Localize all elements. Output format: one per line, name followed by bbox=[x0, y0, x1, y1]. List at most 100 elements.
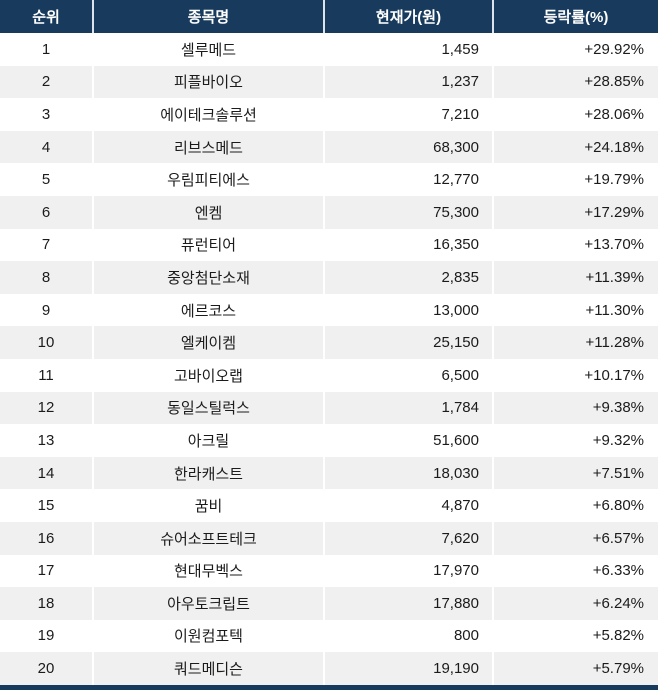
table-bottom-border bbox=[0, 685, 658, 690]
rank-cell: 1 bbox=[41, 40, 51, 58]
rank-cell: 6 bbox=[41, 203, 51, 221]
change-cell: +11.28% bbox=[492, 326, 658, 359]
table-row: 7 퓨런티어 16,350 +13.70% bbox=[0, 228, 658, 262]
change-cell: +11.39% bbox=[492, 261, 658, 294]
rank-cell: 3 bbox=[41, 105, 51, 123]
price-cell: 12,770 bbox=[323, 163, 492, 196]
price-cell: 19,190 bbox=[323, 652, 492, 685]
stock-name-cell: 한라캐스트 bbox=[92, 456, 323, 490]
table-row: 13 아크릴 51,600 +9.32% bbox=[0, 424, 658, 457]
stock-name-cell: 이원컴포텍 bbox=[92, 619, 323, 653]
rank-cell: 2 bbox=[41, 73, 51, 91]
price-cell: 800 bbox=[323, 619, 492, 653]
price-cell: 25,150 bbox=[323, 326, 492, 359]
change-cell: +6.80% bbox=[492, 489, 658, 522]
table-row: 4 리브스메드 68,300 +24.18% bbox=[0, 130, 658, 164]
table-row: 16 슈어소프트테크 7,620 +6.57% bbox=[0, 521, 658, 555]
rank-cell: 19 bbox=[37, 627, 55, 645]
table-body: 1 셀루메드 1,459 +29.92% 2 피플바이오 1,237 +28.8… bbox=[0, 33, 658, 685]
change-cell: +13.70% bbox=[492, 228, 658, 262]
table-row: 1 셀루메드 1,459 +29.92% bbox=[0, 33, 658, 66]
rank-cell: 9 bbox=[41, 301, 51, 319]
price-cell: 1,237 bbox=[323, 65, 492, 99]
stock-name-cell: 에르코스 bbox=[92, 293, 323, 327]
change-cell: +9.38% bbox=[492, 391, 658, 425]
stock-name-cell: 리브스메드 bbox=[92, 130, 323, 164]
table-row: 6 엔켐 75,300 +17.29% bbox=[0, 195, 658, 229]
column-header-rank: 순위 bbox=[32, 9, 60, 26]
stock-name-cell: 현대무벡스 bbox=[92, 554, 323, 588]
price-cell: 51,600 bbox=[323, 424, 492, 457]
price-cell: 1,784 bbox=[323, 391, 492, 425]
price-cell: 17,970 bbox=[323, 554, 492, 588]
change-cell: +5.79% bbox=[492, 652, 658, 685]
change-cell: +10.17% bbox=[492, 358, 658, 392]
table-row: 14 한라캐스트 18,030 +7.51% bbox=[0, 456, 658, 490]
table-row: 18 아우토크립트 17,880 +6.24% bbox=[0, 587, 658, 620]
rank-cell: 20 bbox=[37, 660, 55, 678]
stock-name-cell: 쿼드메디슨 bbox=[92, 652, 323, 685]
price-cell: 68,300 bbox=[323, 130, 492, 164]
price-cell: 4,870 bbox=[323, 489, 492, 522]
column-header-price: 현재가(원) bbox=[323, 0, 492, 33]
rank-cell: 18 bbox=[37, 594, 55, 612]
price-cell: 7,620 bbox=[323, 521, 492, 555]
table-row: 5 우림피티에스 12,770 +19.79% bbox=[0, 163, 658, 196]
change-cell: +19.79% bbox=[492, 163, 658, 196]
rank-cell: 5 bbox=[41, 171, 51, 189]
stock-name-cell: 피플바이오 bbox=[92, 65, 323, 99]
stock-name-cell: 아우토크립트 bbox=[92, 587, 323, 620]
rank-cell: 4 bbox=[41, 138, 51, 156]
table-row: 17 현대무벡스 17,970 +6.33% bbox=[0, 554, 658, 588]
stock-name-cell: 꿈비 bbox=[92, 489, 323, 522]
table-row: 12 동일스틸럭스 1,784 +9.38% bbox=[0, 391, 658, 425]
change-cell: +6.57% bbox=[492, 521, 658, 555]
stock-name-cell: 셀루메드 bbox=[92, 33, 323, 66]
stock-name-cell: 엘케이켐 bbox=[92, 326, 323, 359]
stock-name-cell: 우림피티에스 bbox=[92, 163, 323, 196]
stock-name-cell: 에이테크솔루션 bbox=[92, 98, 323, 131]
change-cell: +6.33% bbox=[492, 554, 658, 588]
change-cell: +9.32% bbox=[492, 424, 658, 457]
price-cell: 1,459 bbox=[323, 33, 492, 66]
change-cell: +7.51% bbox=[492, 456, 658, 490]
rank-cell: 13 bbox=[37, 431, 55, 449]
stock-name-cell: 퓨런티어 bbox=[92, 228, 323, 262]
rank-cell: 14 bbox=[37, 464, 55, 482]
column-header-name: 종목명 bbox=[92, 0, 323, 33]
price-cell: 18,030 bbox=[323, 456, 492, 490]
change-cell: +17.29% bbox=[492, 195, 658, 229]
table-row: 20 쿼드메디슨 19,190 +5.79% bbox=[0, 652, 658, 685]
price-cell: 17,880 bbox=[323, 587, 492, 620]
change-cell: +5.82% bbox=[492, 619, 658, 653]
table-row: 2 피플바이오 1,237 +28.85% bbox=[0, 65, 658, 99]
table-row: 15 꿈비 4,870 +6.80% bbox=[0, 489, 658, 522]
stock-name-cell: 고바이오랩 bbox=[92, 358, 323, 392]
table-row: 8 중앙첨단소재 2,835 +11.39% bbox=[0, 261, 658, 294]
rank-cell: 8 bbox=[41, 268, 51, 286]
rank-cell: 16 bbox=[37, 529, 55, 547]
column-header-change: 등락률(%) bbox=[492, 0, 658, 33]
stock-name-cell: 슈어소프트테크 bbox=[92, 521, 323, 555]
price-cell: 6,500 bbox=[323, 358, 492, 392]
table-row: 9 에르코스 13,000 +11.30% bbox=[0, 293, 658, 327]
table-header-row: 순위 종목명 현재가(원) 등락률(%) bbox=[0, 0, 658, 33]
price-cell: 13,000 bbox=[323, 293, 492, 327]
table-row: 10 엘케이켐 25,150 +11.28% bbox=[0, 326, 658, 359]
price-cell: 2,835 bbox=[323, 261, 492, 294]
price-cell: 7,210 bbox=[323, 98, 492, 131]
rank-cell: 11 bbox=[38, 366, 54, 384]
stock-name-cell: 동일스틸럭스 bbox=[92, 391, 323, 425]
change-cell: +24.18% bbox=[492, 130, 658, 164]
price-cell: 16,350 bbox=[323, 228, 492, 262]
rank-cell: 10 bbox=[37, 334, 55, 352]
rank-cell: 17 bbox=[37, 562, 55, 580]
stock-name-cell: 중앙첨단소재 bbox=[92, 261, 323, 294]
change-cell: +28.85% bbox=[492, 65, 658, 99]
rank-cell: 15 bbox=[37, 497, 55, 515]
table-row: 3 에이테크솔루션 7,210 +28.06% bbox=[0, 98, 658, 131]
change-cell: +11.30% bbox=[492, 293, 658, 327]
rank-cell: 7 bbox=[41, 236, 51, 254]
change-cell: +6.24% bbox=[492, 587, 658, 620]
